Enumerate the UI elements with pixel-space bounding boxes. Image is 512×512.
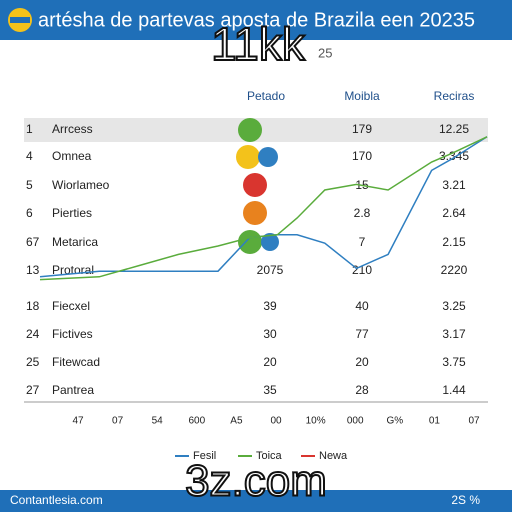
row-number: 67 bbox=[26, 235, 40, 249]
row-name: Metarica bbox=[52, 235, 98, 249]
row-number: 13 bbox=[26, 263, 40, 277]
x-tick-label: 54 bbox=[152, 416, 164, 427]
cell: 40 bbox=[355, 299, 369, 313]
cell: 2075 bbox=[257, 263, 284, 277]
cell: 170 bbox=[352, 149, 372, 163]
cell: 3.75 bbox=[442, 355, 466, 369]
icon bbox=[243, 173, 267, 197]
overlay-big: 11kk bbox=[211, 18, 306, 70]
x-tick-label: 600 bbox=[188, 416, 205, 427]
x-tick-label: A5 bbox=[230, 416, 243, 427]
cell: 39 bbox=[263, 299, 277, 313]
cell: 77 bbox=[355, 327, 369, 341]
row-number: 24 bbox=[26, 327, 40, 341]
row-name: Fictives bbox=[52, 327, 93, 341]
cell: 7 bbox=[359, 235, 366, 249]
row-number: 25 bbox=[26, 355, 40, 369]
x-tick-label: G% bbox=[386, 416, 403, 427]
x-tick-label: 000 bbox=[347, 416, 364, 427]
footer-right: 2S % bbox=[451, 493, 480, 507]
icon bbox=[236, 145, 260, 169]
cell: 28 bbox=[355, 383, 369, 397]
x-tick-label: 00 bbox=[270, 416, 282, 427]
cell: 12.25 bbox=[439, 122, 469, 136]
cell: 2.8 bbox=[354, 206, 371, 220]
cell: 35 bbox=[263, 383, 277, 397]
cell: 3.17 bbox=[442, 327, 466, 341]
row-name: Pierties bbox=[52, 206, 92, 220]
row-name: Pantrea bbox=[52, 383, 94, 397]
title: artésha de partevas aposta de Brazila ee… bbox=[38, 9, 475, 31]
cell: 30 bbox=[263, 327, 277, 341]
x-tick-label: 01 bbox=[429, 416, 441, 427]
cell: 3.21 bbox=[442, 178, 466, 192]
column-header: Reciras bbox=[434, 89, 475, 103]
overlay-small: 25 bbox=[318, 45, 332, 60]
row-number: 1 bbox=[26, 122, 33, 136]
icon bbox=[243, 201, 267, 225]
column-header: Moibla bbox=[344, 89, 380, 103]
row-number: 6 bbox=[26, 206, 33, 220]
cell: 2.15 bbox=[442, 235, 466, 249]
cell: 20 bbox=[263, 355, 277, 369]
icon bbox=[238, 118, 262, 142]
row-name: Fitewcad bbox=[52, 355, 100, 369]
row-number: 4 bbox=[26, 149, 33, 163]
row-name: Protoral bbox=[52, 263, 94, 277]
x-tick-label: 47 bbox=[72, 416, 84, 427]
legend-label: Newa bbox=[319, 450, 348, 462]
x-tick-label: 07 bbox=[468, 416, 480, 427]
row-name: Fiecxel bbox=[52, 299, 90, 313]
cell: 2.64 bbox=[442, 206, 466, 220]
cell: 1.44 bbox=[442, 383, 466, 397]
icon bbox=[261, 233, 279, 251]
row-number: 5 bbox=[26, 178, 33, 192]
line bbox=[39, 136, 488, 278]
cell: 179 bbox=[352, 122, 372, 136]
cell: 3.25 bbox=[442, 299, 466, 313]
x-tick-label: 07 bbox=[112, 416, 124, 427]
cell: 20 bbox=[355, 355, 369, 369]
row-name: Arrcess bbox=[52, 122, 93, 136]
overlay-bottom: 3z.com bbox=[185, 457, 327, 506]
icon bbox=[258, 147, 278, 167]
legend-label: Fesil bbox=[193, 450, 216, 462]
icon bbox=[238, 230, 262, 254]
row-name: Wiorlameo bbox=[52, 178, 110, 192]
row-number: 27 bbox=[26, 383, 40, 397]
x-tick-label: 10% bbox=[306, 416, 326, 427]
header-bar bbox=[0, 0, 512, 40]
cell: 210 bbox=[352, 263, 372, 277]
footer-left: Contantlesia.com bbox=[10, 493, 103, 507]
row-number: 18 bbox=[26, 299, 40, 313]
legend-label: Toica bbox=[256, 450, 283, 462]
column-header: Petado bbox=[247, 89, 285, 103]
logo-stripe bbox=[10, 17, 30, 23]
line bbox=[39, 136, 488, 281]
cell: 2220 bbox=[441, 263, 468, 277]
footer-bar bbox=[0, 490, 512, 512]
row-name: Omnea bbox=[52, 149, 92, 163]
